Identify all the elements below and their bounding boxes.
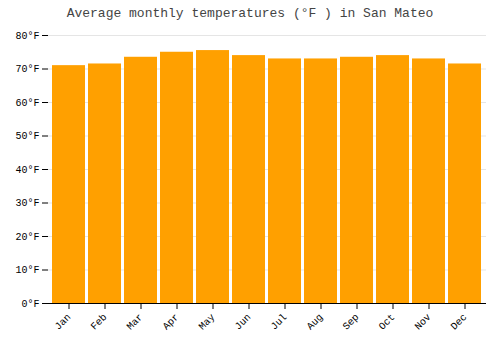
svg-text:Dec: Dec bbox=[449, 312, 470, 333]
svg-text:30°F: 30°F bbox=[15, 198, 39, 209]
svg-text:Sep: Sep bbox=[341, 312, 362, 333]
svg-text:60°F: 60°F bbox=[15, 98, 39, 109]
svg-text:Jun: Jun bbox=[233, 312, 254, 333]
svg-text:80°F: 80°F bbox=[15, 31, 39, 42]
svg-text:50°F: 50°F bbox=[15, 131, 39, 142]
svg-text:10°F: 10°F bbox=[15, 265, 39, 276]
svg-text:Apr: Apr bbox=[161, 312, 182, 333]
svg-text:Jul: Jul bbox=[269, 312, 290, 333]
svg-text:70°F: 70°F bbox=[15, 64, 39, 75]
html-text:Average monthly temperatures (: Average monthly temperatures (°F ) in Sa… bbox=[66, 6, 434, 21]
svg-text:20°F: 20°F bbox=[15, 232, 39, 243]
svg-text:Jan: Jan bbox=[53, 312, 74, 333]
svg-text:40°F: 40°F bbox=[15, 165, 39, 176]
svg-text:Mar: Mar bbox=[125, 312, 146, 333]
svg-text:Feb: Feb bbox=[89, 312, 110, 333]
svg-text:May: May bbox=[197, 312, 218, 333]
svg-text:0°F: 0°F bbox=[21, 299, 39, 310]
svg-text:Oct: Oct bbox=[377, 312, 398, 333]
svg-text:Aug: Aug bbox=[305, 312, 326, 333]
svg-text:Nov: Nov bbox=[413, 312, 434, 333]
